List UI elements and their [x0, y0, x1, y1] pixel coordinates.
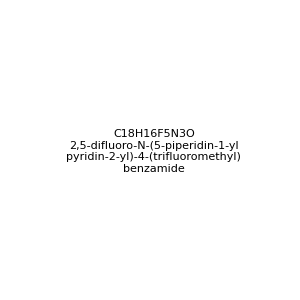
- Text: C18H16F5N3O
2,5-difluoro-N-(5-piperidin-1-yl
pyridin-2-yl)-4-(trifluoromethyl)
b: C18H16F5N3O 2,5-difluoro-N-(5-piperidin-…: [66, 129, 241, 174]
